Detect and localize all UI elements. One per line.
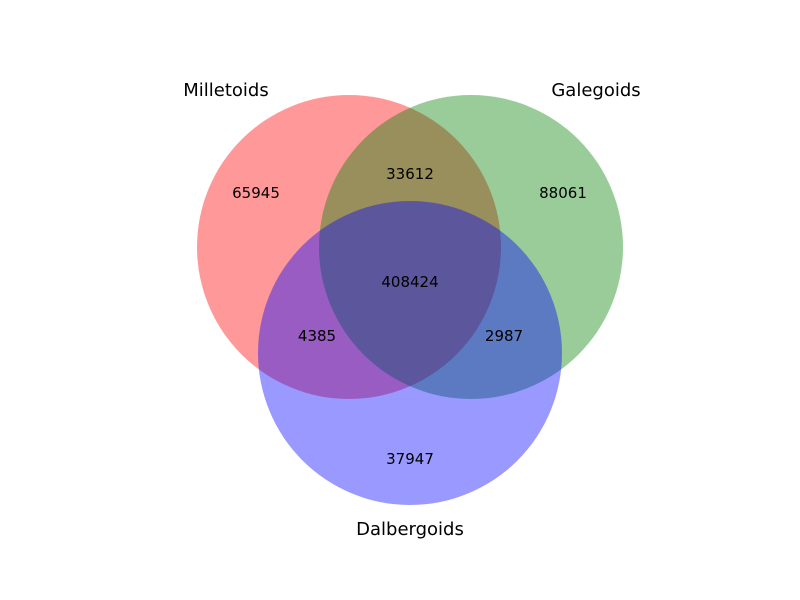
region-dalbergoids-only: 37947 [386,450,434,468]
set-label-milletoids: Milletoids [183,80,268,101]
region-milletoids-galegoids: 33612 [386,165,434,183]
region-all-three: 408424 [381,273,438,291]
region-milletoids-dalbergoids: 4385 [298,327,336,345]
set-label-galegoids: Galegoids [551,80,640,101]
set-label-dalbergoids: Dalbergoids [356,519,464,540]
region-milletoids-only: 65945 [232,184,280,202]
circle-galegoids [319,95,623,399]
region-galegoids-dalbergoids: 2987 [485,327,523,345]
region-galegoids-only: 88061 [539,184,587,202]
circle-milletoids [197,95,501,399]
circle-dalbergoids [258,201,562,505]
